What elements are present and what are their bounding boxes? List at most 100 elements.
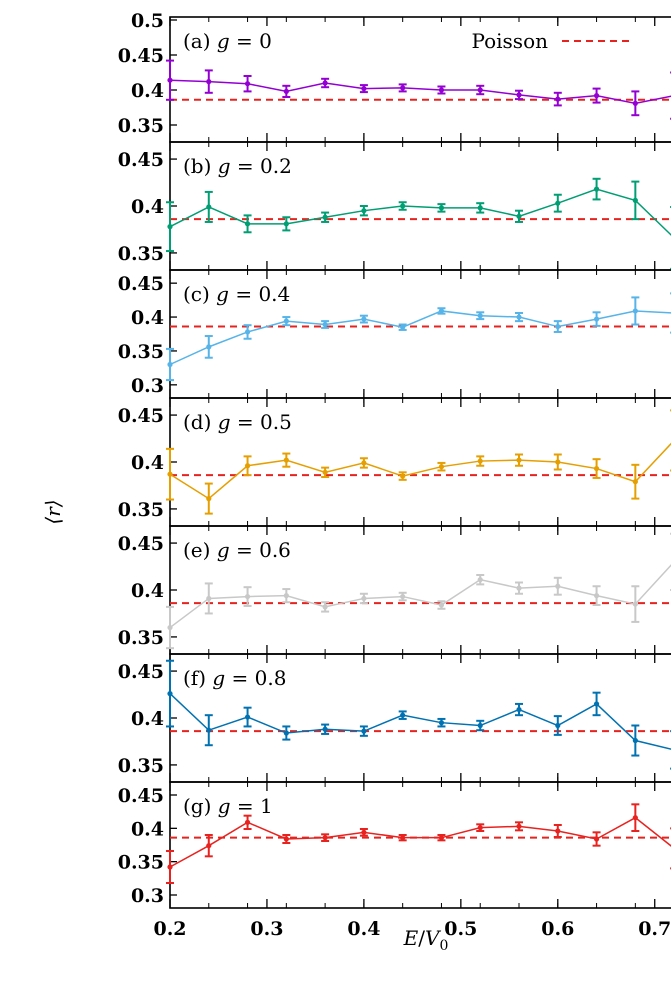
series-line bbox=[169, 188, 671, 236]
panel-frame bbox=[169, 781, 671, 909]
data-point bbox=[400, 473, 406, 479]
data-point bbox=[632, 479, 638, 485]
data-point bbox=[206, 79, 212, 85]
data-point bbox=[400, 85, 406, 91]
data-point bbox=[555, 828, 561, 834]
data-point bbox=[555, 583, 561, 589]
y-tick-label: 0.3 bbox=[131, 885, 164, 907]
legend-label-poisson: Poisson bbox=[471, 29, 548, 53]
panel-label: (b) g = 0.2 bbox=[183, 154, 292, 178]
data-point bbox=[167, 361, 173, 368]
data-point bbox=[555, 459, 561, 465]
y-tick-label: 0.45 bbox=[118, 661, 164, 683]
data-point bbox=[593, 701, 600, 707]
panel-label: (d) g = 0.5 bbox=[183, 410, 292, 434]
x-axis-label: E/V0 bbox=[403, 926, 449, 954]
series-line bbox=[169, 79, 671, 105]
panel-label: (e) g = 0.6 bbox=[183, 538, 291, 562]
panels-layer: 0.35 0.4 0.45 0.5 (a) g = 0 Poisson 0.35 0.4 0.4… bbox=[118, 10, 671, 909]
y-tick-label: 0.5 bbox=[131, 10, 164, 32]
data-point bbox=[361, 208, 367, 214]
y-tick-label: 0.35 bbox=[118, 243, 164, 265]
data-point bbox=[167, 77, 173, 83]
data-point bbox=[632, 737, 638, 744]
data-point bbox=[244, 593, 251, 600]
data-point bbox=[632, 100, 638, 106]
data-point bbox=[516, 585, 522, 591]
data-point bbox=[516, 213, 522, 219]
y-tick-label: 0.45 bbox=[118, 533, 164, 555]
data-point bbox=[283, 836, 289, 842]
y-tick-label: 0.4 bbox=[131, 708, 164, 730]
data-point bbox=[477, 205, 483, 211]
data-point bbox=[361, 829, 367, 835]
data-point bbox=[361, 460, 367, 466]
y-tick-label: 0.35 bbox=[118, 499, 164, 521]
data-point bbox=[593, 836, 600, 842]
data-point bbox=[244, 819, 251, 825]
data-point bbox=[283, 457, 289, 463]
data-point bbox=[477, 577, 483, 583]
data-point bbox=[555, 96, 561, 102]
data-point bbox=[516, 314, 522, 320]
y-tick-label: 0.35 bbox=[118, 341, 164, 363]
data-point bbox=[244, 329, 251, 335]
y-tick-label: 0.45 bbox=[118, 405, 164, 427]
data-point bbox=[477, 458, 483, 464]
y-tick-label: 0.4 bbox=[131, 80, 164, 102]
x-tick-label: 0.2 bbox=[153, 918, 186, 940]
data-point bbox=[322, 469, 328, 475]
series-line bbox=[169, 442, 671, 500]
data-point bbox=[593, 465, 600, 472]
series-line bbox=[169, 310, 671, 366]
y-tick-label: 0.4 bbox=[131, 452, 164, 474]
panel-f: 0.35 0.4 0.45 (f) g = 0.8 bbox=[118, 653, 671, 783]
y-tick-label: 0.45 bbox=[118, 785, 164, 807]
panel-e: 0.35 0.4 0.45 (e) g = 0.6 bbox=[118, 525, 671, 655]
data-point bbox=[244, 714, 251, 720]
data-point bbox=[206, 843, 212, 849]
series-line bbox=[169, 564, 671, 629]
data-point bbox=[593, 593, 600, 599]
x-tick-label: 0.7 bbox=[638, 918, 671, 940]
data-point bbox=[206, 496, 212, 502]
data-point bbox=[438, 602, 445, 608]
data-point bbox=[593, 186, 600, 192]
data-point bbox=[438, 464, 445, 470]
data-point bbox=[516, 457, 522, 463]
data-point bbox=[283, 593, 289, 599]
data-point bbox=[206, 344, 212, 350]
data-point bbox=[516, 823, 522, 829]
panel-a: 0.35 0.4 0.45 0.5 (a) g = 0 Poisson bbox=[118, 10, 671, 143]
data-point bbox=[593, 93, 600, 99]
data-point bbox=[477, 313, 483, 319]
data-point bbox=[361, 595, 367, 602]
data-point bbox=[477, 722, 483, 729]
data-point bbox=[167, 224, 173, 230]
y-tick-label: 0.45 bbox=[118, 149, 164, 171]
y-tick-label: 0.35 bbox=[118, 627, 164, 649]
panel-b: 0.35 0.4 0.45 (b) g = 0.2 bbox=[118, 141, 671, 271]
data-point bbox=[206, 204, 212, 210]
data-point bbox=[167, 864, 173, 870]
data-point bbox=[400, 593, 406, 600]
data-point bbox=[361, 86, 367, 92]
data-point bbox=[555, 323, 561, 330]
x-tick-label: 0.4 bbox=[347, 918, 380, 940]
series-line bbox=[169, 816, 671, 868]
data-point bbox=[477, 87, 483, 93]
data-point bbox=[632, 815, 638, 821]
data-point bbox=[283, 221, 289, 227]
x-tick-label: 0.6 bbox=[541, 918, 574, 940]
x-tick-labels: 0.2 0.3 0.4 0.5 0.6 0.7 bbox=[153, 918, 671, 940]
panel-c: 0.3 0.35 0.4 0.45 (c) g = 0.4 bbox=[118, 269, 671, 399]
data-point bbox=[244, 221, 251, 227]
panel-label: (g) g = 1 bbox=[183, 794, 273, 818]
data-point bbox=[206, 595, 212, 602]
data-point bbox=[322, 604, 328, 610]
data-point bbox=[167, 624, 173, 631]
data-point bbox=[555, 200, 561, 206]
y-tick-label: 0.45 bbox=[118, 45, 164, 67]
data-point bbox=[632, 601, 638, 607]
